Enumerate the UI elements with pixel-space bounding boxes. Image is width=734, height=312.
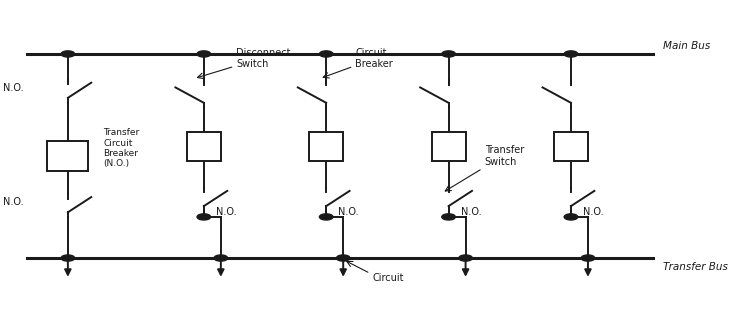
Text: Transfer
Switch: Transfer Switch (484, 145, 524, 167)
Text: N.O.: N.O. (461, 207, 482, 217)
Circle shape (564, 51, 578, 57)
Text: Circuit
Breaker: Circuit Breaker (355, 48, 393, 69)
Circle shape (564, 214, 578, 220)
Circle shape (214, 255, 228, 261)
Text: Main Bus: Main Bus (663, 41, 710, 51)
Circle shape (442, 214, 455, 220)
Text: Circuit: Circuit (372, 273, 404, 283)
Circle shape (336, 255, 350, 261)
Text: N.O.: N.O. (3, 197, 23, 207)
Text: N.O.: N.O. (338, 207, 359, 217)
Bar (309, 132, 344, 161)
Circle shape (61, 255, 75, 261)
Circle shape (319, 51, 333, 57)
Text: Transfer Bus: Transfer Bus (663, 262, 727, 272)
Text: N.O.: N.O. (3, 83, 23, 93)
Circle shape (442, 51, 455, 57)
Circle shape (459, 255, 473, 261)
Circle shape (581, 255, 595, 261)
Text: Transfer
Circuit
Breaker
(N.O.): Transfer Circuit Breaker (N.O.) (103, 128, 139, 168)
Text: N.O.: N.O. (216, 207, 236, 217)
Bar (554, 132, 588, 161)
Circle shape (61, 51, 75, 57)
Text: N.O.: N.O. (584, 207, 604, 217)
Text: Disconnect
Switch: Disconnect Switch (236, 48, 291, 69)
Circle shape (197, 214, 211, 220)
Bar (187, 132, 221, 161)
Bar (48, 141, 88, 171)
Circle shape (319, 214, 333, 220)
Bar (432, 132, 465, 161)
Circle shape (197, 51, 211, 57)
